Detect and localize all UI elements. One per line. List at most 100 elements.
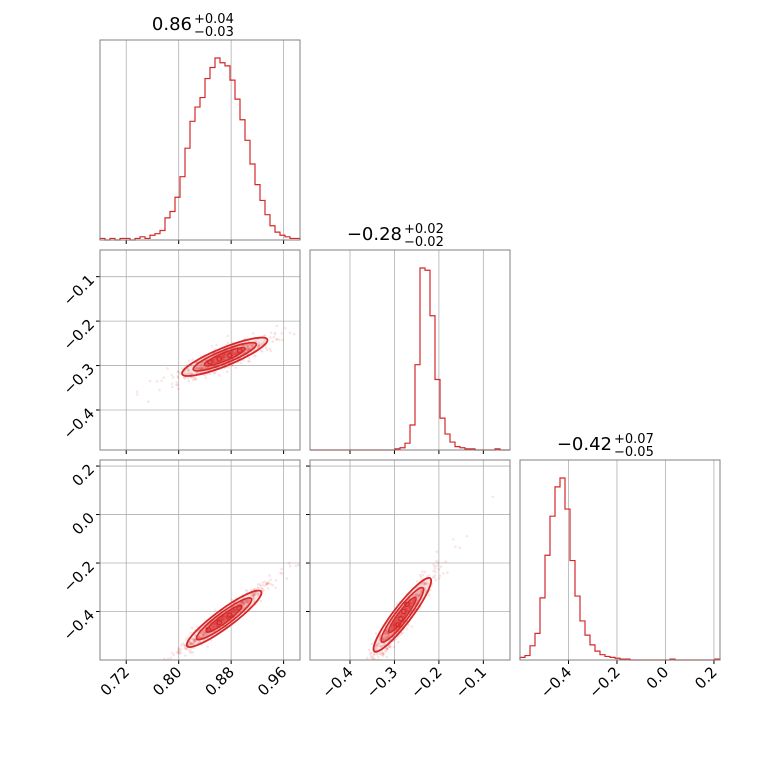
scatter-point [398,613,402,616]
scatter-point [416,579,419,583]
scatter-point [386,633,390,637]
scatter-point [416,594,419,597]
scatter-point [213,626,216,629]
scatter-point [185,372,188,376]
scatter-point [194,366,198,370]
scatter-point [395,619,398,622]
scatter-point [269,582,273,586]
histogram-step-2 [519,477,721,661]
scatter-point [403,613,406,617]
scatter-point [426,582,429,586]
scatter-point [188,651,192,654]
scatter-point [391,626,394,629]
scatter-point [217,620,221,624]
scatter-point [194,634,197,637]
scatter-point [408,604,412,608]
scatter-point [317,719,320,722]
scatter-point [171,376,175,379]
histogram-panel-2: −0.42 +0.07−0.05 [519,432,721,664]
scatter-point [212,361,216,364]
scatter-point [108,702,111,705]
scatter-point [385,630,389,634]
scatter-point [454,545,457,548]
scatter-point [252,331,255,335]
scatter-point [234,610,237,613]
scatter-point [222,355,226,358]
scatter-point [252,597,255,601]
scatter-point [213,623,217,627]
scatter-point [392,621,396,625]
scatter-point [400,613,404,617]
scatter-point [263,580,267,584]
scatter-point [176,376,180,380]
scatter-point [201,632,205,636]
scatter-point [238,606,241,609]
x-tick-label: −0.4 [537,663,575,701]
scatter-point [207,365,211,369]
scatter-point [232,610,236,614]
scatter-point [260,586,264,590]
scatter-point [267,581,271,585]
scatter-point [376,655,380,659]
scatter-point [190,641,193,645]
scatter-point [383,634,387,637]
scatter-point [223,617,227,621]
scatter-point [169,656,173,660]
scatter-point [405,627,409,631]
scatter-point [175,381,178,384]
scatter-point [166,657,170,660]
scatter-point [374,644,378,647]
scatter-point [201,367,205,370]
scatter-point [231,609,235,612]
scatter-point [424,581,428,585]
scatter-point [441,572,445,575]
scatter-point [246,347,249,351]
scatter-point [252,593,256,597]
scatter-point [385,635,389,639]
scatter-point [175,661,178,664]
scatter-point [212,361,216,364]
scatter-point [250,593,254,597]
scatter-point [391,623,395,626]
scatter-point [446,571,449,575]
histogram-title-minus: −0.05 [614,445,654,460]
scatter-point [386,633,390,637]
scatter-point [175,383,178,387]
scatter-point [385,647,389,650]
scatter-point [205,366,209,369]
scatter-point [421,583,425,587]
scatter-point [192,642,195,645]
scatter-point [215,624,218,628]
scatter-point [419,591,423,594]
scatter-point [232,608,236,612]
scatter-point [141,677,144,680]
scatter-point [264,346,268,350]
scatter-point [233,608,236,611]
scatter-point [252,593,256,596]
scatter-point [294,564,298,568]
scatter-point [242,602,246,605]
panel-frame [309,249,511,451]
scatter-point [368,652,372,656]
scatter-point [213,347,216,351]
scatter-point [187,643,191,646]
scatter-point [280,572,284,575]
scatter-point [198,636,201,639]
scatter-point [226,617,230,621]
scatter-point [268,574,271,577]
scatter-point [218,620,222,624]
scatter-point [193,640,196,644]
scatter-point [257,586,261,590]
scatter-point [266,582,270,586]
scatter-point [381,652,385,655]
scatter-point [177,646,180,650]
scatter-point [199,363,203,367]
scatter-point [230,350,234,354]
scatter-point [273,332,277,336]
scatter-point [225,615,228,618]
scatter-point [372,664,375,667]
scatter-point [187,379,191,383]
scatter-point [439,565,443,568]
scatter-point [392,623,396,627]
scatter-point [234,609,238,612]
